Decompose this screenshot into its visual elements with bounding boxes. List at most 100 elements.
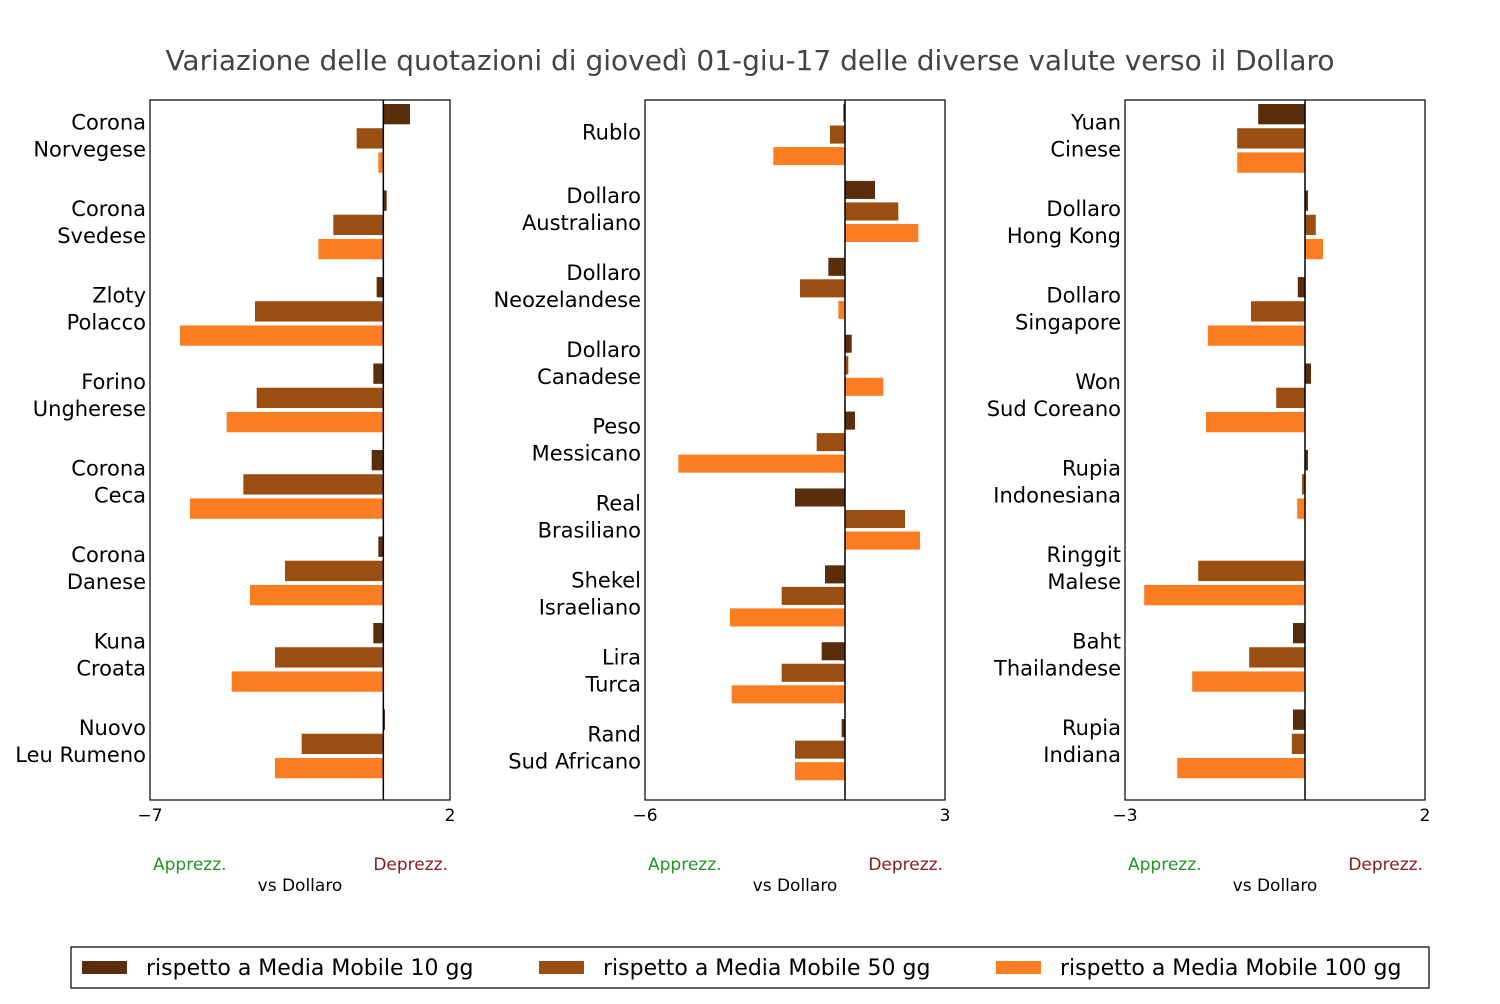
category-label-line: Rupia <box>1062 457 1121 481</box>
panel-2: Rublo Dollaro Australiano Dollaro Neozelande… <box>493 99 950 896</box>
category-label-line: Brasiliano <box>538 519 641 543</box>
category-label-line: Croata <box>76 657 146 681</box>
bar-ma100 <box>180 325 384 346</box>
bar-ma10 <box>371 450 384 471</box>
bar-ma100 <box>1207 325 1305 346</box>
bar-ma10 <box>1293 709 1305 730</box>
category-label: Rublo <box>582 121 641 145</box>
category-label-line: Won <box>1075 370 1121 394</box>
category-label-line: Norvegese <box>33 138 146 162</box>
bar-ma50 <box>1251 301 1305 322</box>
chart-title: Variazione delle quotazioni di giovedì 0… <box>165 44 1334 77</box>
bar-ma50 <box>1198 560 1305 582</box>
x-tick-label: 2 <box>445 806 456 826</box>
category-label: Forino Ungherese <box>33 370 146 421</box>
category-label-line: Dollaro <box>566 184 641 208</box>
bar-ma50 <box>781 586 845 605</box>
bar-ma50 <box>1276 387 1305 409</box>
bar-ma50 <box>356 128 384 149</box>
bar-ma50 <box>1249 647 1305 668</box>
category-label: Baht Thailandese <box>993 630 1121 681</box>
category-label: Kuna Croata <box>76 630 146 681</box>
category-label: Dollaro Canadese <box>537 338 641 389</box>
category-label: Shekel Israeliano <box>539 569 641 620</box>
bar-ma10 <box>845 334 852 353</box>
bar-ma10 <box>383 709 385 730</box>
bar-ma50 <box>800 279 845 298</box>
bar-ma100 <box>231 671 384 692</box>
category-label: Rupia Indiana <box>1043 716 1121 767</box>
category-label-line: Dollaro <box>1046 197 1121 221</box>
bar-ma100 <box>226 411 384 433</box>
category-label: Zloty Polacco <box>67 284 146 335</box>
category-label-line: Nuovo <box>79 716 146 740</box>
appreciation-note: Apprezz. <box>1128 855 1202 875</box>
panel-1: Corona Norvegese Corona Svedese Zloty Polacco… <box>15 99 456 896</box>
x-axis-label: vs Dollaro <box>753 876 838 896</box>
category-label-line: Baht <box>1072 630 1121 654</box>
category-label-line: Ungherese <box>33 397 146 421</box>
bar-ma10 <box>373 623 384 644</box>
category-label-line: Malese <box>1047 570 1121 594</box>
bar-ma10 <box>383 190 387 211</box>
category-label-line: Lira <box>602 645 641 669</box>
bar-ma100 <box>1297 498 1305 519</box>
category-label: Peso Messicano <box>532 415 641 466</box>
category-label-line: Svedese <box>57 224 146 248</box>
category-label: Corona Ceca <box>71 457 146 508</box>
depreciation-note: Deprezz. <box>868 855 943 875</box>
bar-ma100 <box>730 608 845 627</box>
category-label: Rupia Indonesiana <box>993 457 1121 508</box>
legend-item: rispetto a Media Mobile 100 gg <box>996 956 1401 981</box>
bar-ma10 <box>1293 623 1305 644</box>
legend-item: rispetto a Media Mobile 10 gg <box>82 956 473 981</box>
bar-ma50 <box>243 474 384 495</box>
category-label-line: Singapore <box>1015 311 1121 335</box>
legend-swatch <box>996 961 1041 974</box>
category-label-line: Corona <box>71 197 146 221</box>
bar-ma50 <box>275 647 384 668</box>
bar-ma10 <box>1258 104 1305 125</box>
bar-ma10 <box>1305 190 1308 211</box>
category-label: Corona Norvegese <box>33 111 146 162</box>
bar-ma50 <box>255 301 384 322</box>
legend-swatch <box>82 961 127 974</box>
bar-ma50 <box>845 509 905 529</box>
legend-label: rispetto a Media Mobile 100 gg <box>1060 956 1401 981</box>
category-label-line: Dollaro <box>566 338 641 362</box>
bar-ma10 <box>828 257 845 276</box>
category-label-line: Cinese <box>1050 138 1121 162</box>
category-label: Yuan Cinese <box>1050 111 1121 162</box>
category-label-line: Dollaro <box>566 261 641 285</box>
bar-ma100 <box>250 584 384 606</box>
category-label-line: Peso <box>592 415 641 439</box>
x-tick-label: −6 <box>632 806 657 826</box>
bar-ma50 <box>301 733 384 755</box>
x-axis-label: vs Dollaro <box>258 876 343 896</box>
plot-frame <box>1124 99 1426 801</box>
category-label-line: Ringgit <box>1047 543 1121 567</box>
category-label: Rand Sud Africano <box>508 722 641 773</box>
category-label-line: Corona <box>71 111 146 135</box>
bar-ma100 <box>318 238 384 260</box>
bar-ma100 <box>838 300 845 319</box>
category-label: Dollaro Neozelandese <box>493 261 641 312</box>
depreciation-note: Deprezz. <box>1348 855 1423 875</box>
category-label-line: Yuan <box>1070 111 1121 135</box>
depreciation-note: Deprezz. <box>373 855 448 875</box>
category-label-line: Real <box>596 492 641 516</box>
category-label-line: Indonesiana <box>993 484 1121 508</box>
bar-ma50 <box>845 356 849 375</box>
bar-ma50 <box>830 125 845 144</box>
category-label-line: Forino <box>81 370 146 394</box>
plot-frame <box>149 99 451 801</box>
category-label-line: Messicano <box>532 442 641 466</box>
category-label-line: Israeliano <box>539 596 641 620</box>
bar-ma50 <box>1305 214 1316 236</box>
bar-ma50 <box>256 387 384 409</box>
category-label: Won Sud Coreano <box>987 370 1121 421</box>
bar-ma10 <box>383 104 410 125</box>
category-label-line: Canadese <box>537 365 641 389</box>
